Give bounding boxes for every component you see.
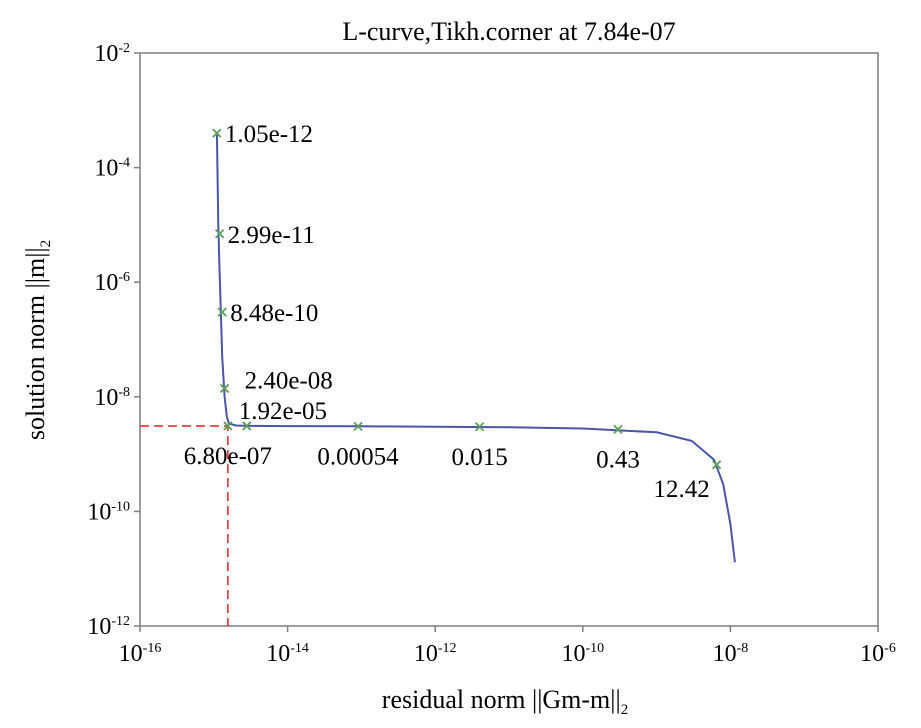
x-tick-label: 10-8 xyxy=(713,641,749,667)
y-tick-label: 10-12 xyxy=(87,614,130,640)
l-curve-line xyxy=(215,133,736,563)
data-marker xyxy=(711,460,722,470)
tick-layer: 10-16 10-14 10-12 10-10 10-8 10-6 10-12 10-10 10… xyxy=(87,41,896,667)
data-marker xyxy=(217,307,227,317)
y-tick-label: 10-2 xyxy=(94,41,130,67)
point-label: 2.99e-11 xyxy=(228,222,315,249)
point-label: 0.43 xyxy=(596,446,640,473)
point-label: 2.40e-08 xyxy=(245,367,333,394)
y-tick-label: 10-10 xyxy=(87,499,130,525)
marker-layer: 1.05e-12 2.99e-11 8.48e-10 2.40e-08 6.80e-07… xyxy=(184,121,722,503)
data-marker xyxy=(223,421,233,431)
plot-frame xyxy=(139,52,879,627)
x-tick-label: 10-6 xyxy=(860,641,896,667)
data-marker xyxy=(219,383,230,394)
point-label: 0.00054 xyxy=(317,443,399,470)
data-marker xyxy=(613,424,623,435)
data-marker xyxy=(242,421,252,431)
data-marker xyxy=(353,421,363,431)
x-tick-label: 10-10 xyxy=(561,641,604,667)
x-tick-label: 10-14 xyxy=(266,641,309,667)
y-tick-label: 10-4 xyxy=(94,156,130,182)
point-label: 12.42 xyxy=(653,476,709,503)
point-label: 0.015 xyxy=(452,444,508,471)
data-marker xyxy=(474,422,485,432)
y-tick-label: 10-8 xyxy=(94,385,130,411)
y-axis-label: solution norm ||m||2 xyxy=(21,240,54,440)
x-tick-label: 10-12 xyxy=(414,641,457,667)
data-marker xyxy=(215,229,225,239)
x-axis-label: residual norm ||Gm-m||2 xyxy=(382,685,628,718)
y-tick-label: 10-6 xyxy=(94,270,130,296)
x-tick-label: 10-16 xyxy=(119,641,162,667)
point-label: 1.05e-12 xyxy=(225,121,313,148)
chart-title: L-curve,Tikh.corner at 7.84e-07 xyxy=(342,17,675,46)
point-label: 8.48e-10 xyxy=(230,300,318,327)
point-label: 6.80e-07 xyxy=(184,443,272,470)
data-marker xyxy=(212,128,222,138)
point-label: 1.92e-05 xyxy=(239,398,327,425)
